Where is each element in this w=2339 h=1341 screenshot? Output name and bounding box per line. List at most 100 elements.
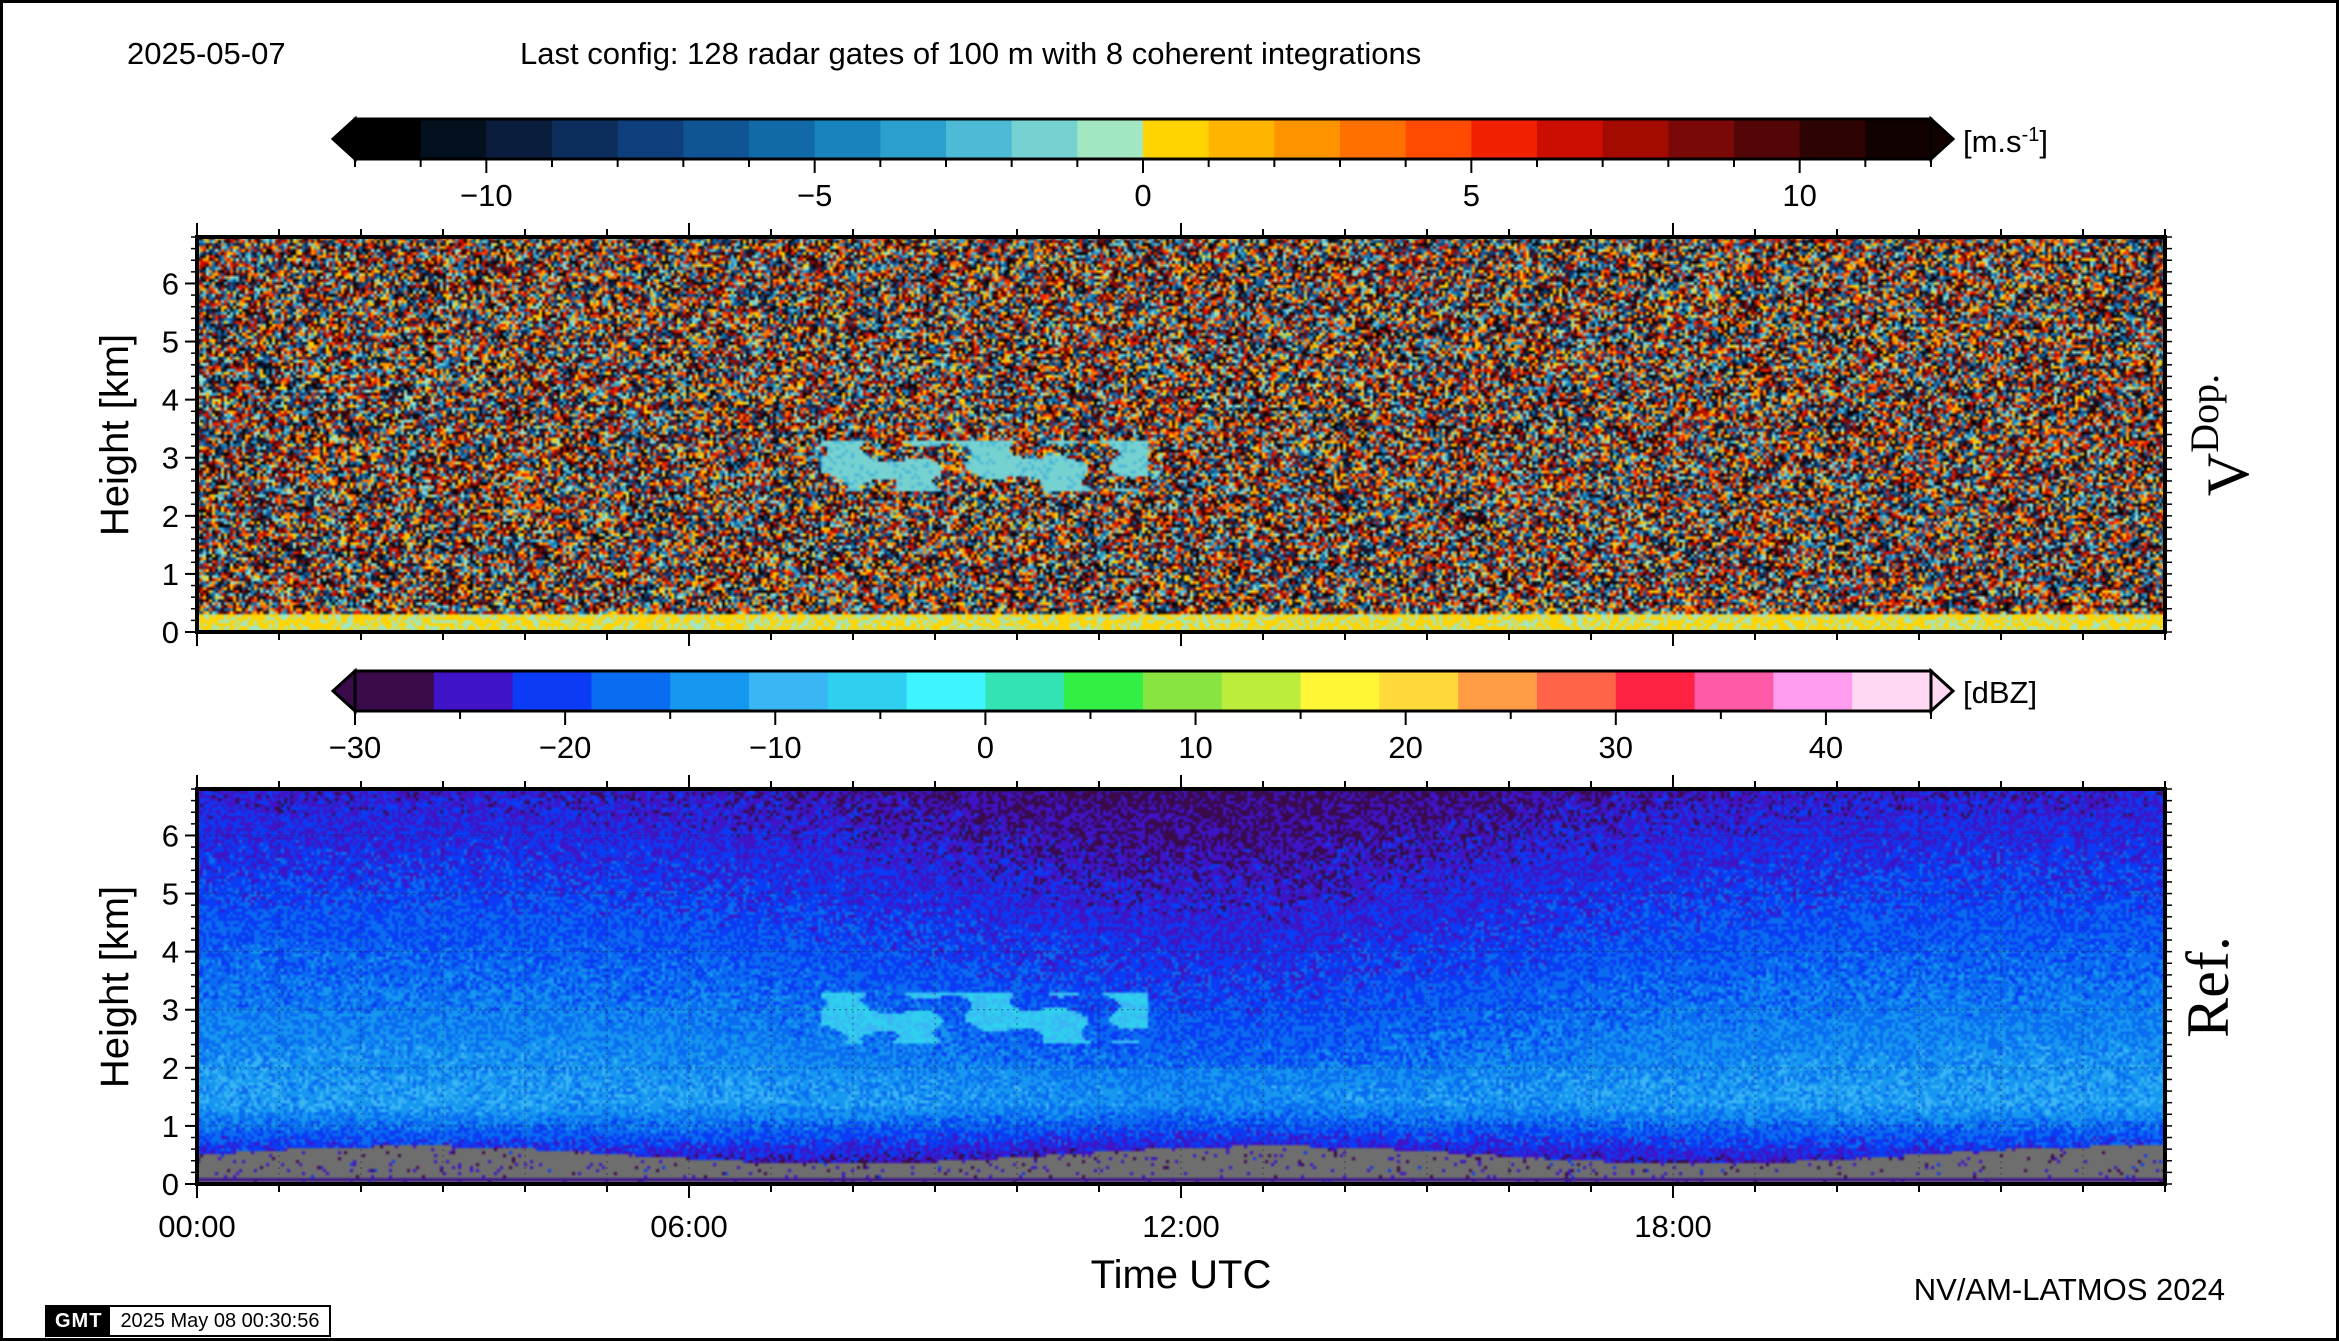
y-tick-label: 2 bbox=[162, 499, 179, 534]
reflectivity-ylabel: Height [km] bbox=[93, 886, 137, 1088]
doppler-colorbar-bin bbox=[552, 119, 619, 159]
y-tick-label: 5 bbox=[162, 325, 179, 360]
doppler-colorbar-tick-label: −10 bbox=[460, 178, 513, 213]
doppler-colorbar-tick-label: 10 bbox=[1782, 178, 1816, 213]
reflectivity-colorbar-bin bbox=[1379, 671, 1459, 711]
x-tick-label: 00:00 bbox=[158, 1209, 236, 1244]
reflectivity-panel-label: Ref. bbox=[2175, 936, 2241, 1038]
render-timestamp: 2025 May 08 00:30:56 bbox=[120, 1309, 320, 1332]
reflectivity-colorbar-tick-label: −20 bbox=[539, 730, 592, 765]
config-label: Last config: 128 radar gates of 100 m wi… bbox=[520, 36, 1422, 71]
reflectivity-axis-ticks: 0 1 2 3 4 5 6 00:00 06:00 12:00 18:00 bbox=[158, 775, 2172, 1244]
doppler-colorbar-bin bbox=[1077, 119, 1144, 159]
doppler-colorbar-bin bbox=[814, 119, 881, 159]
reflectivity-colorbar-bin bbox=[749, 671, 829, 711]
doppler-colorbar-tick-label: 0 bbox=[1134, 178, 1151, 213]
doppler-colorbar-tick-label: −5 bbox=[797, 178, 832, 213]
y-tick-label: 2 bbox=[162, 1051, 179, 1086]
reflectivity-colorbar-bin bbox=[985, 671, 1065, 711]
date-label: 2025-05-07 bbox=[127, 36, 286, 71]
y-tick-label: 6 bbox=[162, 818, 179, 853]
doppler-colorbar-bin bbox=[355, 119, 422, 159]
reflectivity-colorbar-tick-label: 30 bbox=[1599, 730, 1633, 765]
reflectivity-colorbar-tick-label: 40 bbox=[1809, 730, 1843, 765]
doppler-panel-label: VDop. bbox=[2182, 374, 2261, 496]
y-tick-label: 6 bbox=[162, 266, 179, 301]
reflectivity-colorbar-bin bbox=[1773, 671, 1853, 711]
doppler-colorbar-bin bbox=[683, 119, 750, 159]
reflectivity-colorbar-bin bbox=[433, 671, 514, 711]
reflectivity-colorbar-bin bbox=[670, 671, 750, 711]
reflectivity-colorbar-bin bbox=[512, 671, 592, 711]
doppler-colorbar-bin bbox=[420, 119, 487, 159]
doppler-colorbar-low-arrow bbox=[330, 115, 357, 163]
doppler-colorbar-bin bbox=[1340, 119, 1407, 159]
reflectivity-colorbar-tick-label: 10 bbox=[1178, 730, 1212, 765]
reflectivity-colorbar-high-arrow bbox=[1929, 667, 1956, 715]
doppler-colorbar-bin bbox=[1865, 119, 1932, 159]
reflectivity-colorbar-bin bbox=[1458, 671, 1538, 711]
x-tick-label: 12:00 bbox=[1142, 1209, 1220, 1244]
doppler-colorbar-bin bbox=[1734, 119, 1801, 159]
doppler-colorbar-unit: [m.s-1] bbox=[1963, 124, 2048, 159]
x-tick-label: 18:00 bbox=[1634, 1209, 1712, 1244]
reflectivity-colorbar-bin bbox=[827, 671, 908, 711]
doppler-colorbar-bin bbox=[617, 119, 684, 159]
y-tick-label: 3 bbox=[162, 993, 179, 1028]
x-tick-label: 06:00 bbox=[650, 1209, 728, 1244]
doppler-axis-ticks: 0 1 2 3 4 5 6 bbox=[162, 223, 2172, 650]
credit-label: NV/AM-LATMOS 2024 bbox=[1914, 1272, 2225, 1307]
doppler-colorbar-tick-label: 5 bbox=[1463, 178, 1480, 213]
doppler-colorbar-bin bbox=[1208, 119, 1275, 159]
reflectivity-colorbar-bin bbox=[1852, 671, 1932, 711]
doppler-colorbar-bin bbox=[1143, 119, 1210, 159]
reflectivity-colorbar-bin bbox=[1143, 671, 1223, 711]
doppler-colorbar-bin bbox=[946, 119, 1013, 159]
y-tick-label: 0 bbox=[162, 1167, 179, 1202]
doppler-ylabel: Height [km] bbox=[93, 334, 137, 536]
doppler-colorbar-bin bbox=[1668, 119, 1735, 159]
reflectivity-colorbar-unit: [dBZ] bbox=[1963, 675, 2037, 710]
gmt-logo: GMT bbox=[47, 1307, 111, 1335]
doppler-colorbar-bin bbox=[1405, 119, 1472, 159]
y-tick-label: 1 bbox=[162, 557, 179, 592]
reflectivity-colorbar-bin bbox=[1615, 671, 1696, 711]
reflectivity-colorbar-border bbox=[353, 669, 1933, 713]
reflectivity-colorbar-tick-label: 0 bbox=[977, 730, 994, 765]
doppler-heatmap bbox=[197, 237, 2165, 632]
y-tick-label: 5 bbox=[162, 877, 179, 912]
y-tick-label: 4 bbox=[162, 383, 179, 418]
doppler-colorbar-bin bbox=[1011, 119, 1078, 159]
doppler-panel: 0 1 2 3 4 5 6 Height [km] VDop. bbox=[93, 223, 2261, 650]
doppler-colorbar-bin bbox=[880, 119, 947, 159]
reflectivity-colorbar-tick-label: −10 bbox=[749, 730, 802, 765]
y-tick-label: 3 bbox=[162, 441, 179, 476]
reflectivity-colorbar-ticks: −30 −20 −10 0 10 20 30 40 bbox=[329, 711, 1932, 765]
doppler-colorbar-high-arrow bbox=[1929, 115, 1956, 163]
reflectivity-colorbar-bin bbox=[591, 671, 671, 711]
doppler-colorbar-bin bbox=[749, 119, 816, 159]
doppler-colorbar-bin bbox=[1602, 119, 1669, 159]
reflectivity-colorbar-tick-label: −30 bbox=[329, 730, 382, 765]
doppler-colorbar-bin bbox=[1799, 119, 1866, 159]
reflectivity-colorbar-bin bbox=[1694, 671, 1774, 711]
doppler-colorbar-bin bbox=[1274, 119, 1341, 159]
gmt-timestamp-box: GMT 2025 May 08 00:30:56 bbox=[45, 1305, 332, 1337]
reflectivity-colorbar bbox=[330, 667, 1956, 715]
reflectivity-colorbar-tick-label: 20 bbox=[1388, 730, 1422, 765]
reflectivity-xlabel: Time UTC bbox=[1091, 1253, 1272, 1297]
reflectivity-colorbar-bin bbox=[1221, 671, 1302, 711]
reflectivity-colorbar-bin bbox=[1537, 671, 1617, 711]
reflectivity-colorbar-low-arrow bbox=[330, 667, 357, 715]
doppler-colorbar bbox=[330, 115, 1956, 163]
y-tick-label: 4 bbox=[162, 935, 179, 970]
reflectivity-grid bbox=[197, 789, 2165, 1184]
doppler-colorbar-bin bbox=[1537, 119, 1604, 159]
y-tick-label: 1 bbox=[162, 1109, 179, 1144]
reflectivity-colorbar-bin bbox=[1064, 671, 1144, 711]
doppler-colorbar-bin bbox=[486, 119, 553, 159]
reflectivity-colorbar-bin bbox=[906, 671, 986, 711]
